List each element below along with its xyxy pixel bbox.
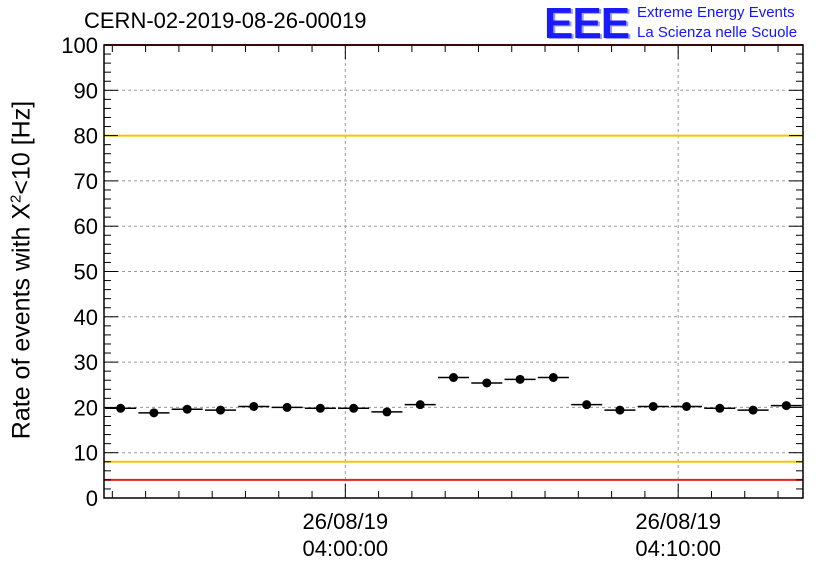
logo-line-2: La Scienza nelle Scuole — [637, 24, 798, 41]
data-point — [582, 400, 592, 410]
data-point — [116, 403, 126, 413]
data-point — [449, 373, 458, 383]
data-point — [282, 402, 292, 412]
data-point — [349, 403, 359, 413]
data-point — [415, 400, 425, 410]
x-tick-time-label: 04:10:00 — [635, 536, 721, 561]
x-tick-date-label: 26/08/19 — [303, 509, 389, 534]
y-tick-label: 90 — [74, 78, 98, 103]
data-point — [748, 405, 758, 415]
x-tick-time-label: 04:00:00 — [303, 536, 389, 561]
data-point — [615, 405, 625, 415]
y-tick-label: 10 — [74, 441, 98, 466]
x-tick-date-label: 26/08/19 — [635, 509, 721, 534]
data-point — [249, 401, 259, 411]
y-tick-label: 70 — [74, 169, 98, 194]
eee-logo: EEE — [544, 0, 630, 48]
data-point — [548, 373, 558, 383]
data-point — [648, 401, 658, 411]
logo-line-1: Extreme Energy Events — [637, 4, 795, 21]
data-point — [216, 405, 225, 415]
y-tick-label: 20 — [74, 395, 98, 420]
data-point — [382, 407, 392, 417]
y-tick-label: 100 — [61, 33, 98, 58]
data-point — [482, 378, 492, 388]
y-tick-label: 40 — [74, 305, 98, 330]
y-tick-label: 80 — [74, 124, 98, 149]
data-point — [715, 403, 725, 413]
y-tick-label: 30 — [74, 350, 98, 375]
data-point — [682, 401, 691, 411]
data-point — [315, 403, 325, 413]
y-tick-label: 50 — [74, 260, 98, 285]
data-point — [149, 408, 159, 418]
chart-title: CERN-02-2019-08-26-00019 — [84, 8, 367, 33]
data-point — [781, 401, 791, 411]
y-tick-label: 60 — [74, 214, 98, 239]
data-point — [182, 404, 192, 414]
y-tick-label: 0 — [86, 486, 98, 511]
data-point — [515, 374, 525, 384]
